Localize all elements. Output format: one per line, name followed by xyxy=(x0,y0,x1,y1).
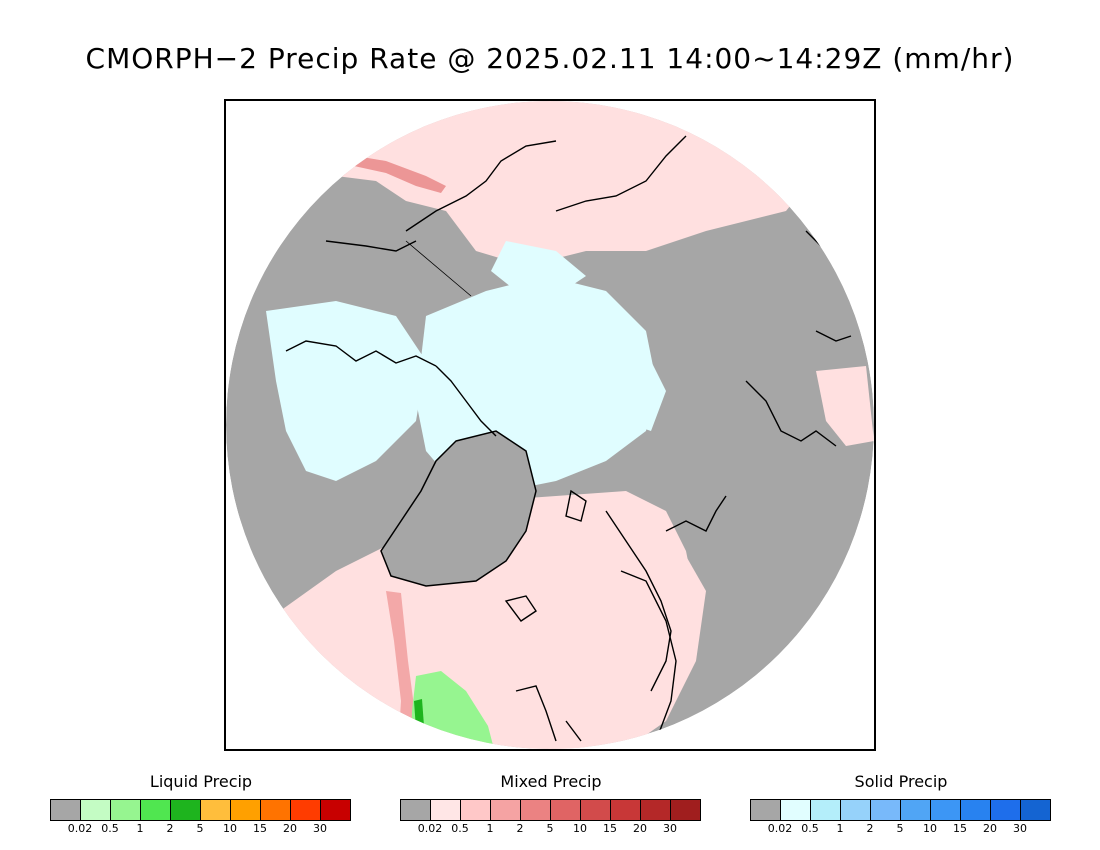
legend-liquid-tick-label: 2 xyxy=(166,822,174,835)
legend-liquid-swatch xyxy=(261,800,291,820)
legend-mixed-swatch xyxy=(461,800,491,820)
legend-liquid-swatch xyxy=(141,800,171,820)
legend-solid-swatch xyxy=(1021,800,1050,820)
legend-liquid-swatch xyxy=(81,800,111,820)
legend-solid-tick-label: 20 xyxy=(983,822,997,835)
legend-solid-swatch xyxy=(961,800,991,820)
legend-mixed-swatch xyxy=(611,800,641,820)
legend-solid-tick-label: 30 xyxy=(1013,822,1027,835)
legend-liquid-swatch xyxy=(321,800,350,820)
legend-liquid-swatch xyxy=(111,800,141,820)
legend-mixed-tick-label: 15 xyxy=(603,822,617,835)
legend-solid-swatch xyxy=(991,800,1021,820)
legend-liquid-swatch xyxy=(291,800,321,820)
legend-solid-swatch xyxy=(751,800,781,820)
legend-liquid-tick-label: 15 xyxy=(253,822,267,835)
legend-liquid-tick-label: 30 xyxy=(313,822,327,835)
legend-solid-title: Solid Precip xyxy=(854,772,948,791)
map-title: CMORPH−2 Precip Rate @ 2025.02.11 14:00~… xyxy=(85,42,1015,75)
polar-map xyxy=(224,99,876,751)
legend-mixed-tick-label: 30 xyxy=(663,822,677,835)
legend-mixed-swatch xyxy=(521,800,551,820)
legend-liquid-title: Liquid Precip xyxy=(149,772,253,791)
solid-precip-region-canada xyxy=(266,301,426,481)
legend-solid-swatch xyxy=(871,800,901,820)
greenland-landmass xyxy=(380,430,537,587)
legend-solid-tick-label: 10 xyxy=(923,822,937,835)
legend-solid-colorbar xyxy=(750,799,1051,821)
mixed-precip-region-north xyxy=(306,101,826,266)
polar-map-canvas xyxy=(226,101,874,749)
mixed-precip-band-atlantic xyxy=(386,591,416,749)
legend-solid-tick-label: 1 xyxy=(836,822,844,835)
legend-liquid-colorbar xyxy=(50,799,351,821)
legend-liquid-tick-label: 5 xyxy=(196,822,204,835)
legend-solid-tick-label: 0.02 xyxy=(767,822,793,835)
legend-mixed-tick-label: 1 xyxy=(486,822,494,835)
legend-mixed-tick-label: 5 xyxy=(546,822,554,835)
legend-solid-tick-label: 0.5 xyxy=(801,822,819,835)
legend-mixed-swatch xyxy=(431,800,461,820)
legend-mixed-swatch xyxy=(401,800,431,820)
solid-precip-region-bering xyxy=(491,241,586,296)
legend-liquid-tick-label: 0.5 xyxy=(101,822,119,835)
legend-liquid-tick-label: 0.02 xyxy=(67,822,93,835)
legend-liquid-tick-label: 1 xyxy=(136,822,144,835)
legend-liquid-swatch xyxy=(51,800,81,820)
mixed-precip-region-scandinavia xyxy=(556,556,706,749)
mixed-precip-region-east xyxy=(816,366,874,446)
legend-mixed-swatch xyxy=(641,800,671,820)
legend-mixed-tick-label: 20 xyxy=(633,822,647,835)
legend-mixed-swatch xyxy=(491,800,521,820)
solid-precip-region-siberia xyxy=(606,351,666,431)
legend-solid-tick-label: 2 xyxy=(866,822,874,835)
legend-liquid-tick-label: 20 xyxy=(283,822,297,835)
legend-mixed-tick-label: 0.02 xyxy=(417,822,443,835)
legend-liquid-swatch xyxy=(201,800,231,820)
legend-solid-swatch xyxy=(931,800,961,820)
legend-liquid-swatch xyxy=(231,800,261,820)
legend-solid: Solid Precip 0.02 0.5 1 2 5 10 15 20 30 xyxy=(750,772,1052,842)
legend-solid-swatch xyxy=(841,800,871,820)
legend-mixed-swatch xyxy=(551,800,581,820)
legend-mixed-tick-label: 0.5 xyxy=(451,822,469,835)
legend-liquid: Liquid Precip 0.02 0.5 1 2 5 10 15 20 30 xyxy=(50,772,352,842)
legend-mixed-swatch xyxy=(581,800,611,820)
legend-solid-swatch xyxy=(901,800,931,820)
legend-mixed-swatch xyxy=(671,800,700,820)
legend-mixed-tick-label: 10 xyxy=(573,822,587,835)
legend-mixed: Mixed Precip 0.02 0.5 1 2 5 10 15 20 30 xyxy=(400,772,702,842)
legend-mixed-tick-label: 2 xyxy=(516,822,524,835)
legend-solid-tick-label: 15 xyxy=(953,822,967,835)
mixed-precip-band-alaska xyxy=(354,156,446,193)
legend-solid-swatch xyxy=(811,800,841,820)
legend-mixed-colorbar xyxy=(400,799,701,821)
alaska-canada-border xyxy=(405,240,472,297)
legend-liquid-tick-label: 10 xyxy=(223,822,237,835)
legend-solid-tick-label: 5 xyxy=(896,822,904,835)
legend-solid-swatch xyxy=(781,800,811,820)
legend-mixed-title: Mixed Precip xyxy=(500,772,602,791)
legend-liquid-swatch xyxy=(171,800,201,820)
